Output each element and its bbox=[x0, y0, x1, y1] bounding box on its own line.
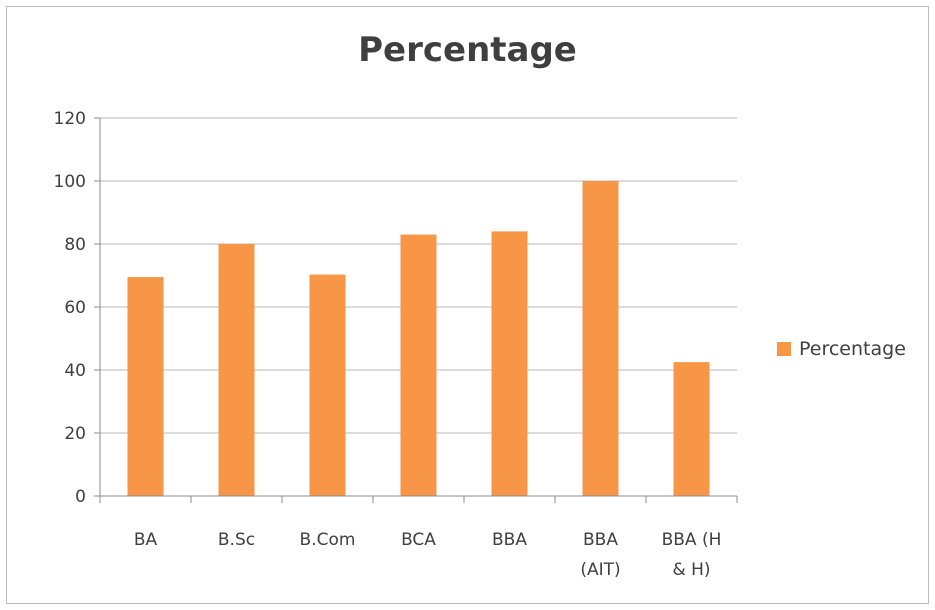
bar-1 bbox=[219, 244, 255, 496]
y-tick-label-60: 60 bbox=[64, 298, 86, 318]
bar-2 bbox=[310, 275, 346, 496]
y-tick-label-100: 100 bbox=[54, 172, 86, 192]
bar-0 bbox=[128, 277, 164, 496]
y-axis-ticks: 0 20 40 60 80 100 120 bbox=[54, 109, 100, 507]
x-tick-label-6: BBA (H & H) bbox=[662, 530, 722, 580]
y-tick-label-20: 20 bbox=[64, 424, 86, 444]
x-tick-label-2: B.Com bbox=[300, 530, 356, 550]
x-tick-label-0: BA bbox=[134, 530, 158, 550]
y-tick-label-120: 120 bbox=[54, 109, 86, 129]
bar-4 bbox=[492, 231, 528, 496]
x-tick-label-4: BBA bbox=[492, 530, 527, 550]
legend-swatch bbox=[777, 342, 791, 356]
y-tick-label-0: 0 bbox=[75, 487, 86, 507]
x-tick-label-1: B.Sc bbox=[218, 530, 255, 550]
y-tick-label-80: 80 bbox=[64, 235, 86, 255]
bar-5 bbox=[583, 181, 619, 496]
y-tick-label-40: 40 bbox=[64, 361, 86, 381]
legend-label: Percentage bbox=[799, 338, 906, 360]
x-tick-label-5: BBA (AIT) bbox=[580, 530, 620, 580]
legend: Percentage bbox=[777, 338, 906, 360]
bar-6 bbox=[674, 362, 710, 496]
bar-3 bbox=[401, 235, 437, 496]
bar-series bbox=[128, 181, 710, 496]
x-axis-labels: BA B.Sc B.Com BCA BBA BBA (AIT) BBA (H & H) bbox=[134, 530, 722, 580]
x-tick-label-3: BCA bbox=[401, 530, 436, 550]
